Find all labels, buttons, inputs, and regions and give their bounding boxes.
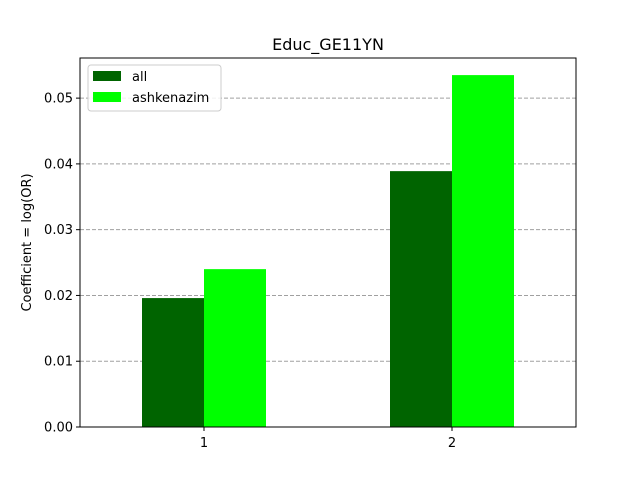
- bar: [452, 75, 514, 428]
- x-tick-label: 1: [200, 436, 208, 451]
- legend-box: [87, 64, 222, 112]
- y-tick-label: 0.00: [44, 421, 73, 436]
- y-axis-title: Coefficient = log(OR): [20, 173, 35, 311]
- legend-swatch: [93, 71, 121, 81]
- y-tick-label: 0.03: [44, 223, 73, 238]
- bar: [390, 171, 452, 427]
- plot-area-frame: [79, 57, 577, 428]
- x-tick-label: 2: [448, 436, 456, 451]
- bar: [142, 298, 204, 427]
- bars: [142, 75, 514, 428]
- legend: all ashkenazim: [87, 64, 222, 112]
- chart-title: Educ_GE11YN: [272, 35, 384, 55]
- y-tick-label: 0.05: [44, 92, 73, 107]
- legend-swatch: [93, 92, 121, 102]
- gridlines: [80, 97, 576, 362]
- y-axis-ticks: 0.00 0.01 0.02 0.03 0.04 0.05: [44, 92, 80, 436]
- y-tick-label: 0.04: [44, 157, 73, 172]
- bar: [204, 269, 266, 427]
- legend-label: ashkenazim: [132, 91, 209, 106]
- y-tick-label: 0.02: [44, 289, 73, 304]
- y-tick-label: 0.01: [44, 355, 73, 370]
- legend-label: all: [132, 70, 147, 85]
